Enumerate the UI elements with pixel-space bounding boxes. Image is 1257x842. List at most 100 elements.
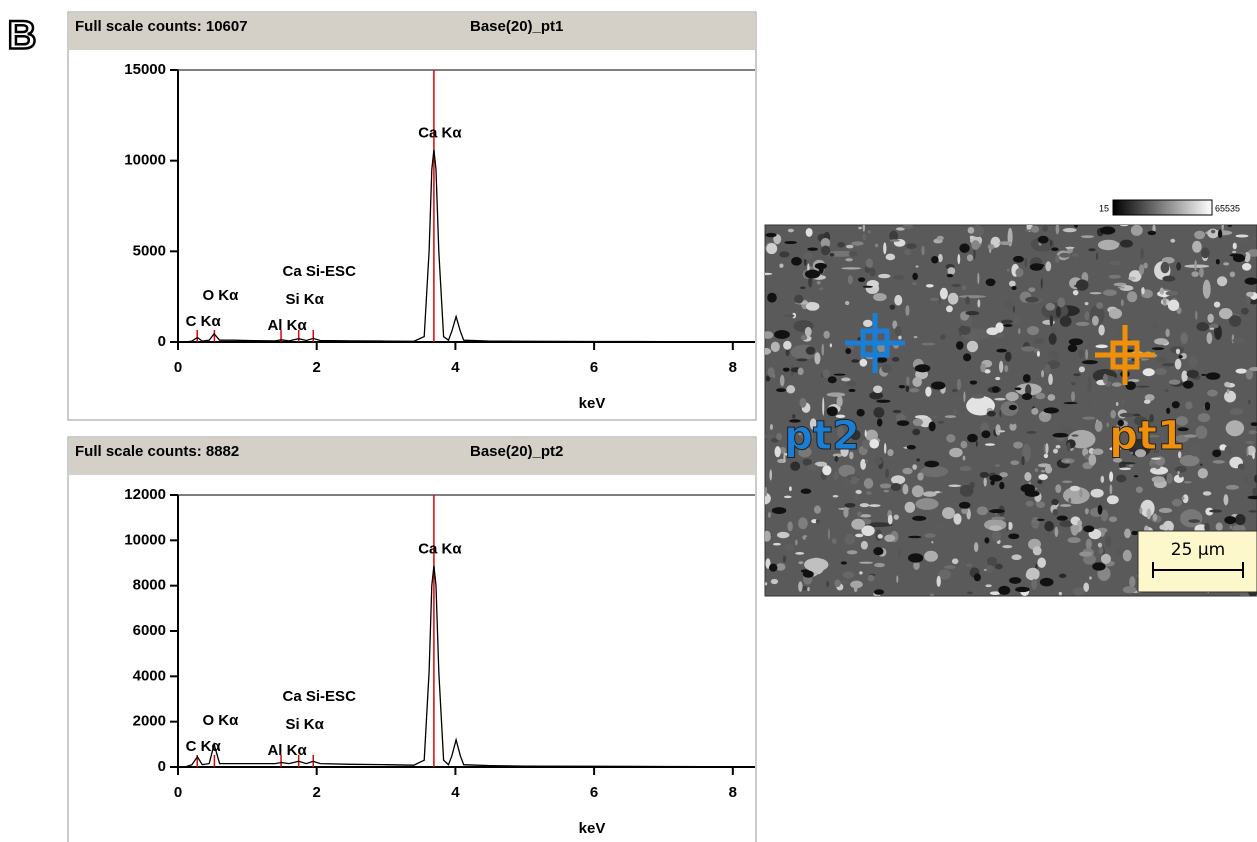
sem-grain (1013, 441, 1023, 449)
sem-grain (864, 459, 869, 465)
sem-grain (1047, 394, 1056, 401)
sem-grain (986, 327, 999, 336)
sem-grain (887, 514, 893, 525)
sem-grain (884, 534, 896, 542)
sem-grain (965, 310, 980, 316)
sem-grain (1153, 449, 1160, 454)
sem-grain (859, 571, 863, 575)
y-tick-label: 15000 (124, 61, 166, 78)
sem-grain (952, 388, 958, 393)
sem-grain (1036, 350, 1040, 357)
sem-grain (795, 552, 805, 555)
sem-grain (1191, 271, 1199, 277)
sem-grain (783, 543, 795, 551)
sem-grain (844, 502, 856, 508)
sem-grain (1024, 257, 1027, 268)
sem-grain (934, 491, 941, 494)
sem-grain (1043, 443, 1046, 454)
sem-grain (1143, 262, 1148, 269)
sem-grain (1024, 472, 1032, 482)
sem-grain (1130, 442, 1144, 450)
sem-grain (1008, 280, 1016, 287)
element-label: Ca Kα (418, 125, 462, 142)
sem-grain (1129, 576, 1136, 588)
sem-grain (1134, 416, 1148, 426)
sem-grain (806, 464, 819, 471)
sem-grain (1103, 289, 1117, 296)
sem-grain (1142, 368, 1155, 377)
chart-title: Base(20)_pt1 (470, 18, 563, 35)
sem-grain (834, 579, 841, 587)
x-tick-label: 6 (590, 784, 598, 801)
sem-grain (953, 513, 962, 525)
sem-grain (1151, 476, 1165, 483)
sem-grain (774, 446, 781, 458)
sem-grain (773, 234, 782, 245)
sem-pore (1081, 360, 1098, 365)
sem-grain (892, 320, 898, 329)
sem-grain (1083, 554, 1096, 565)
sem-pore (912, 272, 918, 281)
sem-grain (846, 550, 858, 555)
sem-grain (999, 241, 1012, 246)
sem-grain (1171, 498, 1183, 507)
sem-grain (802, 458, 812, 466)
sem-grain (1178, 473, 1183, 478)
sem-pore (1178, 355, 1183, 359)
sem-pore (1229, 253, 1243, 257)
sem-pore (1011, 286, 1017, 291)
sem-grain (854, 493, 859, 501)
sem-grain (999, 472, 1008, 478)
sem-grain (1144, 394, 1155, 402)
sem-grain (799, 398, 807, 408)
x-tick-label: 0 (174, 784, 182, 801)
sem-grain (858, 226, 862, 230)
sem-grain (989, 591, 1001, 595)
sem-grain (856, 511, 862, 517)
sem-grain (914, 415, 929, 419)
sem-grain (991, 530, 1002, 542)
sem-grain (841, 581, 849, 584)
sem-grain (850, 580, 863, 589)
sem-grain (1010, 460, 1020, 466)
sem-grain (925, 284, 934, 288)
sem-pore (956, 341, 964, 350)
sem-pore (1068, 338, 1084, 346)
sem-grain (967, 591, 973, 595)
sem-grain (931, 415, 938, 419)
sem-grain (986, 556, 998, 567)
sem-grain (1098, 546, 1104, 555)
sem-pore (1036, 518, 1045, 522)
sem-pore (833, 373, 846, 376)
sem-grain (1235, 513, 1246, 526)
sem-grain (1036, 501, 1046, 509)
sem-grain (1229, 525, 1233, 529)
sem-grain (1119, 467, 1132, 471)
sem-grain (1026, 325, 1040, 336)
sem-grain (1200, 463, 1203, 466)
sem-grain (1051, 498, 1059, 506)
sem-grain (1085, 404, 1091, 409)
sem-grain (821, 343, 825, 356)
sem-grain (1078, 349, 1084, 359)
sem-grain (765, 530, 771, 542)
sem-grain (1068, 497, 1072, 504)
sem-grain (1130, 225, 1143, 236)
y-tick-label: 6000 (133, 622, 166, 639)
sem-pore (802, 570, 814, 578)
sem-grain (1088, 453, 1097, 466)
sem-grain (1149, 414, 1154, 423)
sem-grain (929, 593, 935, 596)
sem-grain (898, 548, 901, 558)
sem-grain (836, 395, 843, 408)
sem-pore (1224, 516, 1237, 525)
sem-grain (959, 331, 962, 337)
sem-grain (1105, 535, 1112, 548)
sem-grain (966, 254, 974, 262)
sem-grain (1197, 468, 1208, 479)
sem-grain (1126, 291, 1138, 303)
sem-grain (1223, 494, 1229, 506)
sem-grain (844, 533, 856, 545)
sem-grain (1183, 480, 1192, 484)
sem-grain (873, 407, 885, 418)
